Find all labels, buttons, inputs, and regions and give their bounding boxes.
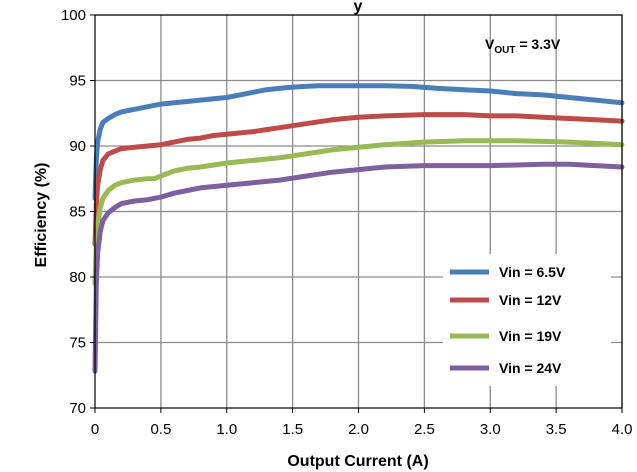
legend-box [443, 254, 611, 386]
series-line-4 [92, 161, 625, 374]
y-tick-label: 100 [61, 7, 86, 24]
chart-title: y [354, 0, 363, 15]
x-tick-label: 3.5 [546, 421, 567, 438]
y-tick-label: 95 [69, 73, 86, 90]
legend-label-1: Vin = 6.5V [499, 264, 566, 280]
y-tick-label: 85 [69, 204, 86, 221]
x-tick-label: 2.0 [348, 421, 369, 438]
series-line-2 [92, 112, 625, 247]
y-tick-label: 75 [69, 335, 86, 352]
legend-label-4: Vin = 24V [499, 360, 562, 376]
x-tick-label: 3.0 [480, 421, 501, 438]
x-axis-title: Output Current (A) [287, 453, 428, 470]
x-tick-label: 1.5 [282, 421, 303, 438]
legend-label-2: Vin = 12V [499, 292, 562, 308]
legend-label-3: Vin = 19V [499, 328, 562, 344]
y-tick-label: 80 [69, 269, 86, 286]
vout-annotation: VOUT = 3.3V [485, 36, 561, 56]
x-tick-label: 4.0 [612, 421, 633, 438]
x-tick-label: 1.0 [216, 421, 237, 438]
x-tick-label: 2.5 [414, 421, 435, 438]
x-tick-label: 0.5 [150, 421, 171, 438]
y-tick-label: 90 [69, 138, 86, 155]
x-tick-label: 0 [91, 421, 99, 438]
series-line-1 [92, 83, 625, 201]
y-tick-label: 70 [69, 400, 86, 417]
series-line-3 [92, 138, 625, 287]
y-axis-title: Efficiency (%) [33, 163, 50, 268]
